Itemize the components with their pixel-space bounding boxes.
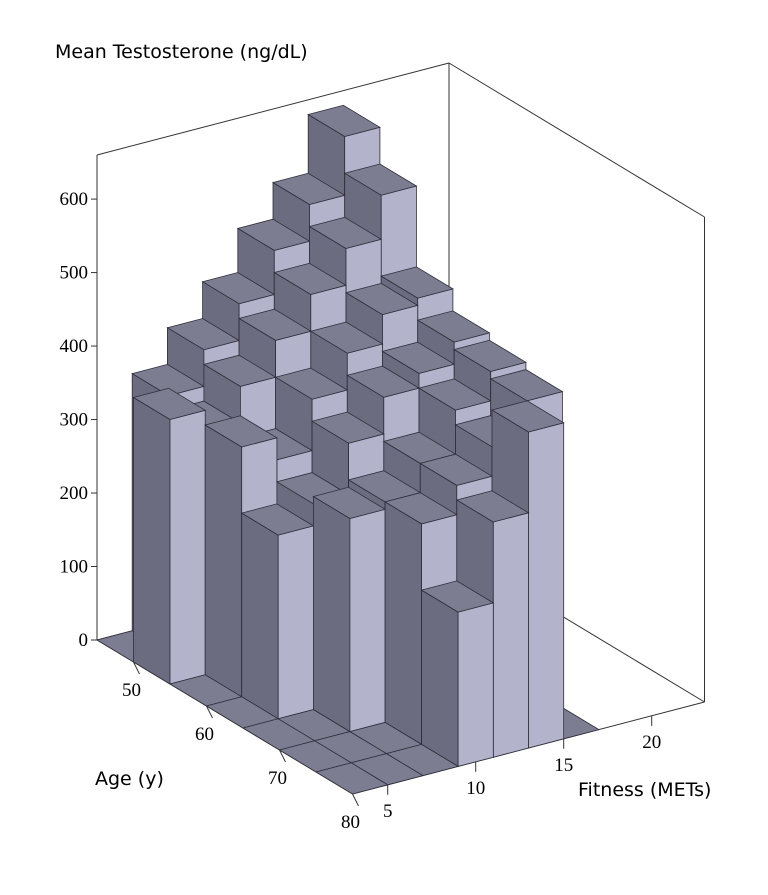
y-tick-label: 50: [122, 680, 141, 701]
bar-side: [133, 396, 171, 685]
bar-top: [308, 216, 383, 249]
y-tick-label: 80: [341, 812, 360, 833]
bar-top: [311, 411, 385, 444]
y-tick: [206, 705, 213, 719]
bar-top: [380, 266, 454, 299]
bar-top: [204, 415, 278, 448]
bar-top: [307, 104, 381, 137]
bar-side: [312, 495, 351, 733]
bar: [312, 486, 387, 733]
x-tick-label: 20: [642, 732, 661, 753]
bar-side: [204, 424, 243, 698]
bar-front: [169, 409, 206, 685]
y-tick: [352, 793, 359, 807]
chart-title: Mean Testosterone (ng/dL): [55, 41, 308, 63]
bar-top: [455, 490, 530, 523]
bar-front: [492, 512, 529, 758]
bar-front: [457, 602, 494, 767]
bar-top: [132, 387, 207, 420]
z-tick-label: 200: [60, 483, 89, 504]
bar-front: [349, 508, 386, 733]
y-tick-label: 60: [195, 724, 214, 745]
bar-front: [528, 422, 565, 749]
bar: [240, 503, 315, 720]
z-tick-label: 500: [60, 263, 89, 284]
bar: [132, 387, 207, 685]
bar-side: [241, 512, 279, 720]
bar-top: [343, 163, 418, 196]
y-tick: [133, 661, 140, 675]
axis-line: [96, 62, 450, 156]
y-axis-label: Age (y): [95, 768, 164, 790]
y-tick-label: 70: [268, 768, 287, 789]
z-tick-label: 400: [60, 336, 89, 357]
x-tick-label: 15: [554, 755, 573, 776]
bar-top: [490, 400, 565, 433]
bar-side: [421, 589, 459, 768]
bar-top: [309, 321, 384, 354]
axis-line: [448, 62, 705, 218]
bar-top: [453, 339, 527, 372]
bar-top: [489, 369, 564, 402]
x-axis-label: Fitness (METs): [578, 779, 711, 801]
bar: [314, 762, 389, 795]
bar-top: [273, 262, 348, 295]
y-tick: [279, 749, 286, 763]
bar-top: [344, 282, 419, 316]
z-tick-label: 0: [79, 630, 89, 651]
bar-side: [384, 501, 423, 746]
bar-front: [277, 525, 314, 720]
bar-top: [416, 310, 491, 343]
bar-top: [314, 762, 389, 795]
x-tick-label: 10: [466, 778, 485, 799]
bar-top: [420, 580, 495, 613]
z-tick-label: 600: [60, 189, 89, 210]
bar: [420, 580, 495, 768]
z-tick-label: 100: [60, 557, 89, 578]
z-tick-label: 300: [60, 410, 89, 431]
x-tick-label: 5: [383, 801, 393, 822]
